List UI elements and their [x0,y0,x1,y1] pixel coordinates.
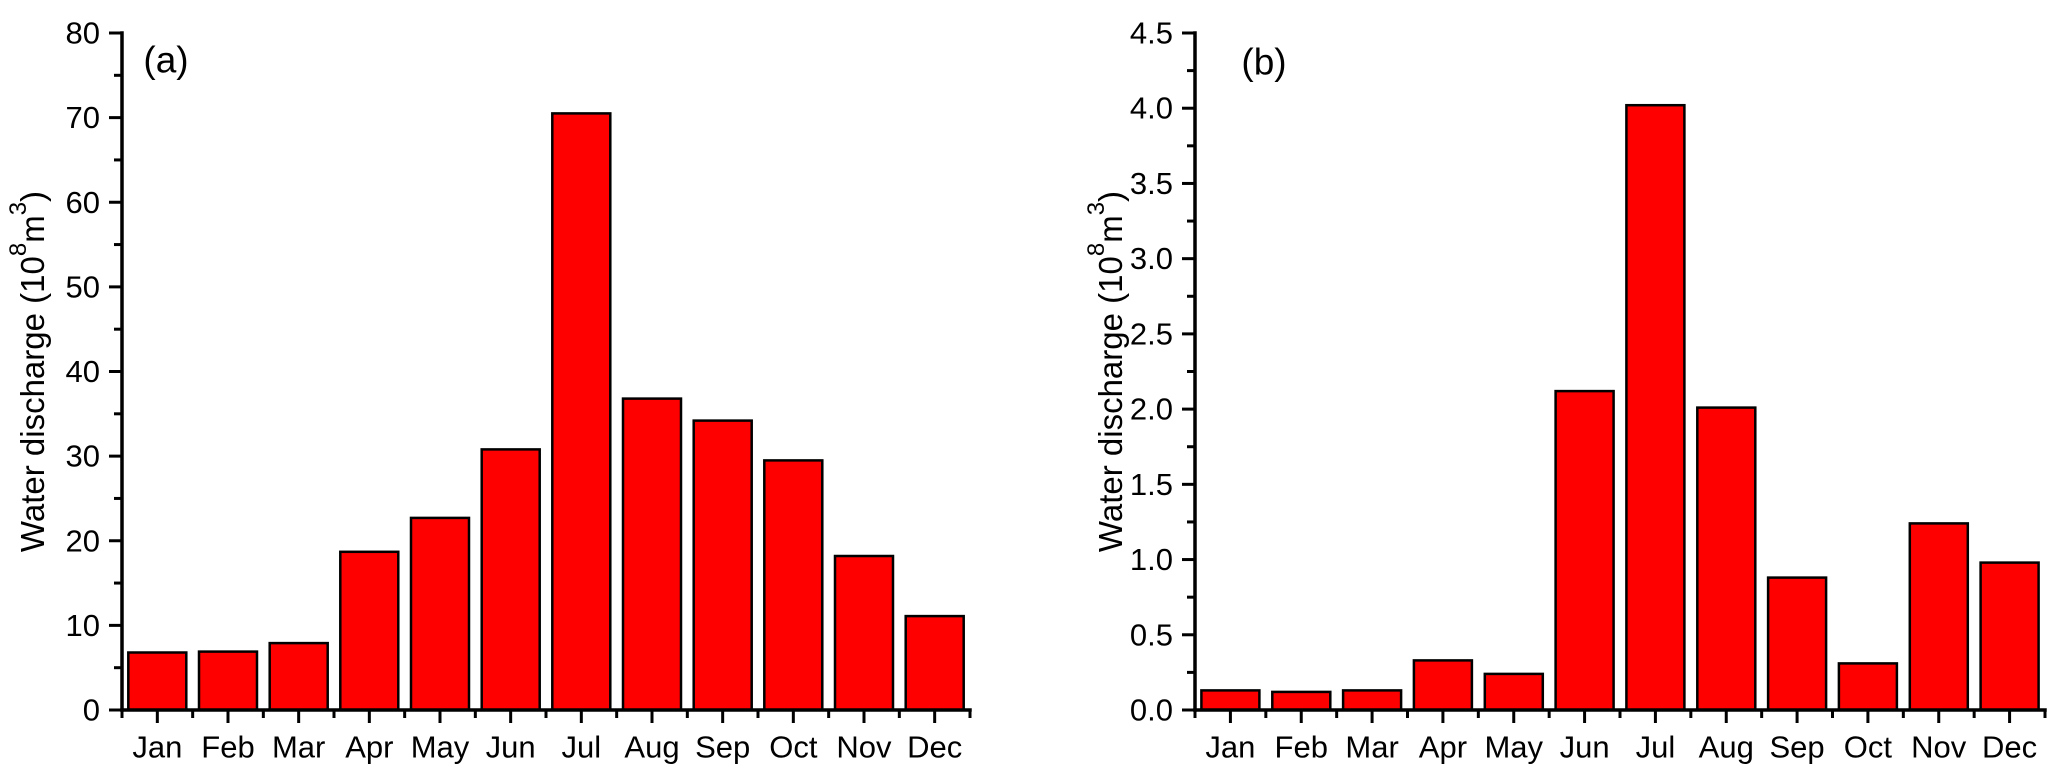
chart-panel-a: 0 10 20 30 40 50 60 70 80 Jan Feb Mar Apr May Jun Jul Au… [5,16,972,765]
y-tick-label: 50 [66,269,100,304]
bar-feb [1271,690,1332,712]
bar-mar [1341,689,1403,712]
y-tick-label: 40 [66,354,100,389]
bar-jan [1200,689,1261,712]
y-tick-label: 70 [66,100,100,135]
x-tick-label-dec: Dec [1982,730,2037,765]
x-tick-label-jul: Jul [1636,730,1676,765]
bar-nov [833,554,895,712]
y-tick-label: 4.0 [1130,91,1173,126]
bar-jun [480,448,541,712]
bar-oct [763,459,824,712]
bar-sep [692,419,753,712]
x-tick-label-sep: Sep [1769,730,1824,765]
bar-aug [1696,406,1757,712]
x-tick-label-apr: Apr [1419,730,1467,765]
bar-apr [1412,659,1474,712]
panel-label: (a) [143,40,188,81]
x-tick-label-mar: Mar [1345,730,1398,765]
bar-jan [127,651,188,712]
y-tick-label: 60 [66,185,100,220]
x-tick-label-jun: Jun [1560,730,1610,765]
bar-apr [339,550,400,712]
x-tick-label-mar: Mar [272,730,325,765]
bar-dec [1979,561,2040,712]
bar-oct [1837,662,1899,712]
panel-label: (b) [1241,42,1286,83]
y-tick-label: 80 [66,16,100,51]
bar-feb [197,650,259,712]
x-tick-label-jul: Jul [562,730,602,765]
bar-sep [1766,576,1828,712]
y-axis-title: Water discharge (108m3) [1083,191,1129,552]
x-tick-label-aug: Aug [1699,730,1754,765]
x-tick-label-oct: Oct [1844,730,1893,765]
chart-panel-b: 0.0 0.5 1.0 1.5 2.0 2.5 3.0 3.5 4.0 4.5 Jan Feb Mar A… [1083,16,2047,765]
x-tick-label-apr: Apr [345,730,393,765]
x-tick-label-jan: Jan [1205,730,1255,765]
x-tick-label-aug: Aug [624,730,679,765]
bar-jun [1554,389,1615,712]
x-tick-label-jan: Jan [132,730,182,765]
y-tick-label: 2.0 [1130,392,1173,427]
x-tick-label-nov: Nov [836,730,892,765]
y-tick-label: 1.0 [1130,542,1173,577]
y-tick-label: 3.0 [1130,241,1173,276]
y-tick-label: 4.5 [1130,16,1173,51]
bar-may [1483,672,1545,712]
x-tick-label-nov: Nov [1911,730,1967,765]
x-tick-label-jun: Jun [486,730,536,765]
bar-dec [904,614,965,712]
y-tick-label: 2.5 [1130,316,1173,351]
y-axis-title: Water discharge (108m3) [5,191,51,552]
y-tick-label: 0 [83,693,100,728]
bar-nov [1908,522,1970,712]
x-tick-label-sep: Sep [695,730,750,765]
y-tick-label: 0.5 [1130,617,1173,652]
x-tick-label-feb: Feb [201,730,254,765]
bar-jul [1625,103,1686,712]
x-tick-label-may: May [1484,730,1543,765]
x-tick-label-may: May [411,730,470,765]
x-tick-label-feb: Feb [1275,730,1328,765]
x-tick-label-dec: Dec [907,730,962,765]
x-tick-label-oct: Oct [769,730,818,765]
y-tick-label: 20 [66,523,100,558]
y-tick-label: 3.5 [1130,166,1173,201]
y-tick-label: 0.0 [1130,693,1173,728]
bar-jul [551,112,612,712]
bar-aug [621,397,683,712]
bar-may [409,516,471,712]
y-tick-label: 1.5 [1130,467,1173,502]
bar-mar [268,641,329,712]
y-tick-label: 10 [66,608,100,643]
y-tick-label: 30 [66,439,100,474]
